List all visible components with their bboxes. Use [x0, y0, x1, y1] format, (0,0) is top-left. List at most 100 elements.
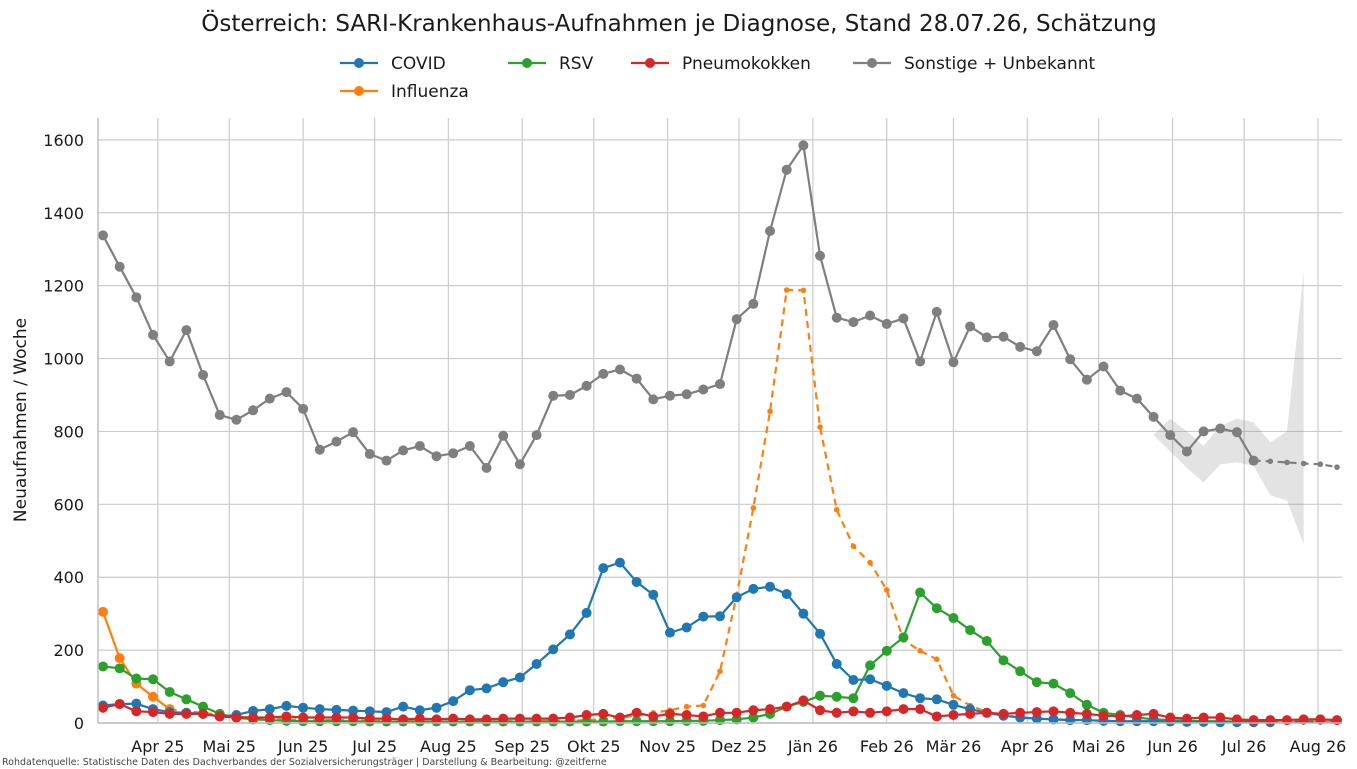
data-point [965, 321, 976, 332]
series-layer [98, 140, 1342, 728]
series-pneumokokken [98, 695, 1342, 726]
data-point [464, 441, 475, 452]
data-point [331, 704, 342, 715]
data-point [298, 702, 309, 713]
series-line-solid [102, 591, 1271, 723]
data-point [364, 713, 375, 724]
data-point [314, 704, 325, 715]
data-point [314, 712, 325, 723]
data-point [898, 688, 909, 699]
x-tick-label: Okt 25 [567, 737, 621, 756]
data-point [464, 685, 475, 696]
data-point [1334, 464, 1340, 470]
data-point [131, 706, 142, 717]
data-point [114, 261, 125, 272]
axes: 0 200 400 600 800 1000 1200 1400 1600 Apr 25 Mai 2… [43, 118, 1346, 756]
data-point [1015, 666, 1026, 677]
data-point [114, 699, 125, 710]
data-point [783, 287, 790, 293]
series-sonstige-unbekannt [98, 140, 1340, 473]
x-tick-label: Mär 26 [926, 737, 982, 756]
data-point [431, 714, 442, 725]
data-point [664, 390, 675, 401]
data-point [531, 658, 542, 669]
data-point [800, 287, 807, 294]
legend-label: Influenza [391, 82, 469, 102]
data-point [1317, 461, 1324, 468]
data-point [448, 713, 459, 724]
data-point [781, 701, 792, 712]
data-point [514, 459, 525, 470]
data-point [614, 364, 625, 375]
y-tick-label: 1000 [43, 350, 84, 369]
x-tick-label: Jul 25 [351, 737, 397, 756]
x-tick-label: Apr 25 [131, 737, 184, 756]
data-point [998, 708, 1009, 719]
legend-marker [522, 58, 532, 68]
data-point [1048, 320, 1059, 331]
data-point [1165, 712, 1176, 723]
data-point [148, 674, 159, 685]
data-point [1284, 459, 1290, 466]
data-point [131, 698, 142, 709]
legend-item-pneumokokken: Pneumokokken [631, 54, 811, 74]
data-point [648, 394, 659, 405]
data-point [915, 693, 926, 704]
data-point [998, 331, 1009, 342]
data-point [831, 707, 842, 718]
data-point [931, 306, 942, 317]
data-point [648, 589, 659, 600]
y-tick-label: 400 [53, 568, 84, 587]
data-point [950, 692, 957, 699]
data-point [1031, 707, 1042, 718]
data-point [548, 713, 559, 724]
data-point [398, 714, 409, 725]
data-point [231, 414, 242, 425]
data-point [131, 673, 142, 684]
data-point [1181, 446, 1192, 457]
data-point [931, 603, 942, 614]
confidence-band [1153, 271, 1304, 545]
data-point [815, 705, 826, 716]
data-point [731, 592, 742, 603]
data-point [1131, 393, 1142, 404]
y-tick-label: 1200 [43, 277, 84, 296]
x-tick-label: Jän 26 [787, 737, 838, 756]
data-point [264, 712, 275, 723]
data-point [1315, 714, 1326, 725]
data-point [965, 625, 976, 636]
data-point [798, 695, 809, 706]
data-point [717, 668, 723, 675]
data-point [948, 613, 959, 624]
data-point [1065, 707, 1076, 718]
data-point [1015, 707, 1026, 718]
legend-item-covid: COVID [340, 54, 446, 74]
data-point [181, 708, 192, 719]
data-point [564, 629, 575, 640]
data-point [881, 680, 892, 691]
data-point [664, 627, 675, 638]
data-point [715, 379, 725, 390]
x-tick-label: Mai 26 [1072, 737, 1126, 756]
data-point [114, 653, 125, 664]
data-point [598, 563, 609, 574]
data-point [1267, 458, 1274, 465]
data-point [981, 707, 992, 718]
data-point [965, 708, 976, 719]
y-tick-label: 1400 [43, 204, 84, 223]
data-point [448, 696, 459, 707]
y-tick-label: 1600 [43, 131, 84, 150]
x-tick-label: Jul 26 [1221, 737, 1267, 756]
data-point [348, 427, 359, 438]
data-point [748, 712, 759, 723]
data-point [531, 430, 542, 441]
data-point [198, 701, 209, 712]
data-point [898, 632, 909, 643]
data-point [398, 445, 409, 456]
x-tick-label: Apr 26 [1001, 737, 1054, 756]
data-point [148, 329, 159, 340]
data-point [681, 389, 692, 400]
data-point [381, 713, 392, 724]
x-tick-label: Dez 25 [711, 737, 767, 756]
